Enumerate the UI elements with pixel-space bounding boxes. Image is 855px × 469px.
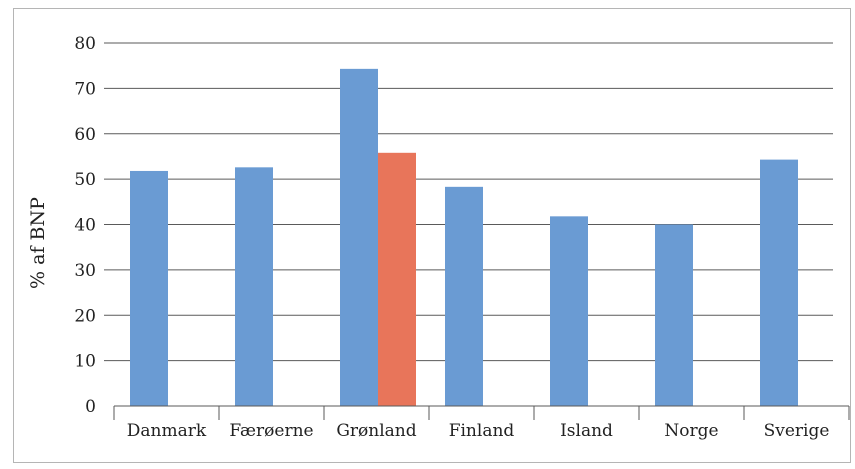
y-tick-label: 30: [74, 261, 96, 281]
bar-grønland-series-1: [340, 68, 378, 407]
y-tick-label: 80: [74, 34, 96, 54]
y-tick-label: 70: [74, 79, 96, 99]
bar-island-series-1: [550, 216, 588, 406]
bar-sverige-series-1: [760, 159, 798, 406]
x-category-label: Grønland: [336, 421, 416, 441]
x-category-label: Danmark: [127, 421, 207, 441]
gridlines: [104, 42, 833, 362]
bar-færøerne-series-1: [235, 167, 273, 406]
bar-danmark-series-1: [130, 170, 168, 406]
bars: [130, 68, 798, 407]
y-tick-label: 10: [74, 352, 96, 372]
y-tick-label: 0: [85, 397, 96, 417]
y-tick-label: 50: [74, 170, 96, 190]
y-axis-ticks: 0 10 20 30 40 50 60 70 80: [74, 34, 96, 417]
x-category-label: Sverige: [764, 421, 830, 441]
bar-finland-series-1: [445, 186, 483, 406]
y-tick-label: 60: [74, 125, 96, 145]
y-tick-label: 20: [74, 306, 96, 326]
x-category-label: Island: [560, 421, 613, 441]
y-axis-title: % af BNP: [27, 197, 49, 289]
x-category-label: Finland: [449, 421, 515, 441]
x-category-label: Norge: [664, 421, 718, 441]
bar-grønland-series-2: [378, 152, 416, 406]
x-category-label: Færøerne: [229, 421, 313, 441]
x-axis: Danmark Færøerne Grønland Finland Island Norg…: [113, 405, 850, 441]
bar-norge-series-1: [655, 224, 693, 406]
y-tick-label: 40: [74, 216, 96, 236]
